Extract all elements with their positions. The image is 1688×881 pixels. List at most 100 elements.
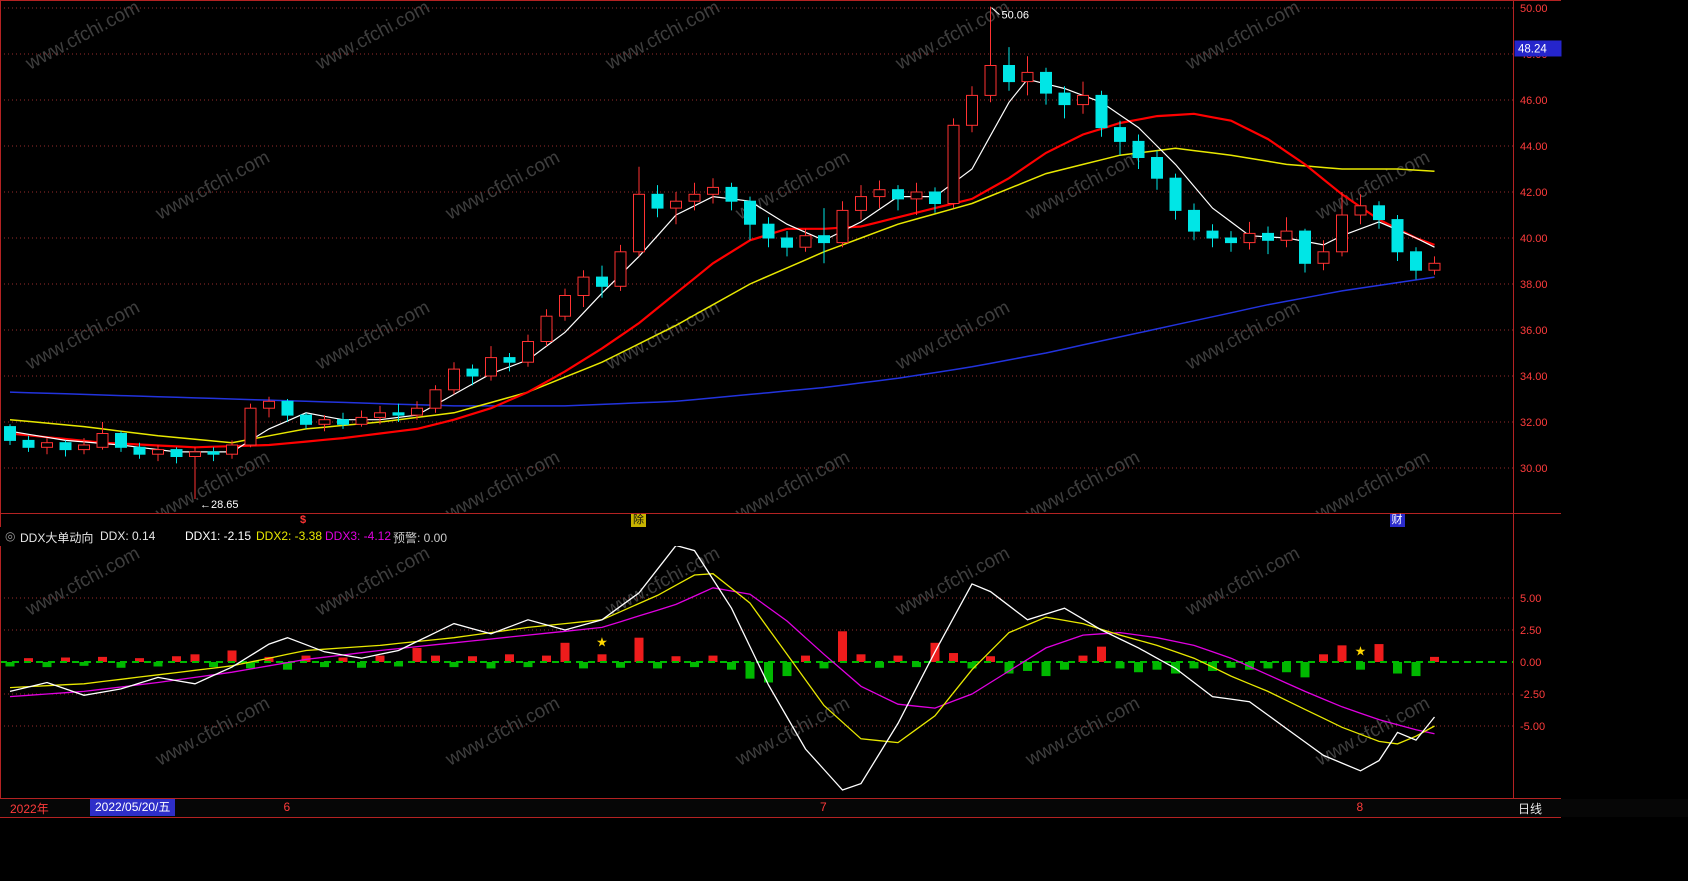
candle-body[interactable]	[633, 193, 645, 253]
indicator-name[interactable]: DDX大单动向	[20, 531, 94, 545]
candle-body[interactable]	[762, 223, 775, 239]
candle-body[interactable]	[744, 200, 756, 225]
ddx-bar	[153, 662, 163, 667]
candle-body[interactable]	[1003, 65, 1015, 83]
candle-body[interactable]	[244, 407, 257, 446]
low-annotation: ←28.65	[200, 499, 239, 511]
candle-body[interactable]	[892, 189, 904, 200]
candle-body[interactable]	[1428, 262, 1441, 271]
alert-value: 预警: 0.00	[393, 531, 448, 545]
candle-body[interactable]	[781, 237, 793, 248]
candle-body[interactable]	[1354, 205, 1367, 216]
candle-body[interactable]	[929, 191, 941, 204]
candle-body[interactable]	[78, 444, 90, 451]
candle-body[interactable]	[1317, 251, 1330, 264]
candle-body[interactable]	[725, 186, 738, 202]
candle-body[interactable]	[485, 357, 497, 377]
ddx-axis-label: 0.00	[1520, 657, 1541, 669]
candle-body[interactable]	[1114, 127, 1126, 142]
ddx2-value: DDX2: -3.38	[256, 529, 323, 543]
candle-body[interactable]	[41, 442, 53, 448]
ddx-bar	[1004, 662, 1014, 674]
candle-body[interactable]	[226, 444, 238, 455]
selected-date[interactable]: 2022/05/20/五	[90, 799, 176, 816]
candle-body[interactable]	[1262, 232, 1274, 241]
candle-body[interactable]	[1391, 219, 1404, 253]
ddx-bar	[616, 662, 625, 668]
candle-body[interactable]	[1336, 214, 1348, 253]
watermark-text: www.cfchi.com	[442, 147, 564, 225]
dividend-marker[interactable]: $	[300, 514, 307, 526]
candle-body[interactable]	[1169, 177, 1182, 211]
ddx-bar	[5, 662, 15, 667]
ex-rights-marker[interactable]: 除	[631, 514, 646, 527]
ddx-bar	[135, 658, 144, 662]
candle-body[interactable]	[189, 451, 201, 457]
main-candlestick-chart[interactable]: www.cfchi.com www.cfchi.com www.cfchi.com w…	[0, 0, 1688, 514]
candle-body[interactable]	[1206, 230, 1219, 239]
candle-body[interactable]	[392, 412, 405, 416]
candle-body[interactable]	[503, 357, 516, 363]
candle-body[interactable]	[873, 189, 886, 198]
candle-body[interactable]	[1188, 209, 1200, 232]
candle-body[interactable]	[799, 235, 812, 248]
candle-body[interactable]	[707, 186, 719, 195]
candle-body[interactable]	[115, 433, 127, 448]
candle-body[interactable]	[263, 400, 275, 409]
candle-body[interactable]	[1410, 251, 1422, 271]
candle-body[interactable]	[281, 400, 294, 416]
candle-body[interactable]	[448, 368, 460, 391]
candle-body[interactable]	[1225, 237, 1237, 244]
candle-body[interactable]	[4, 426, 16, 441]
candle-body[interactable]	[910, 191, 923, 200]
candle-body[interactable]	[1280, 230, 1293, 241]
candle-body[interactable]	[1040, 71, 1052, 94]
candle-body[interactable]	[836, 209, 849, 244]
candle-body[interactable]	[152, 449, 164, 455]
candle-body[interactable]	[207, 451, 220, 455]
candle-body[interactable]	[670, 200, 682, 209]
candle-body[interactable]	[688, 193, 701, 202]
candle-body[interactable]	[1095, 94, 1108, 129]
candle-body[interactable]	[318, 419, 331, 425]
candle-body[interactable]	[984, 65, 997, 96]
candle-body[interactable]	[1151, 157, 1163, 179]
candle-body[interactable]	[1021, 71, 1034, 83]
financial-report-marker[interactable]: 财	[1389, 514, 1405, 527]
candle-body[interactable]	[466, 368, 479, 377]
candle-body[interactable]	[522, 341, 534, 363]
ddx-indicator-chart[interactable]: www.cfchi.com www.cfchi.com www.cfchi.com w…	[0, 546, 1688, 798]
candle-body[interactable]	[170, 449, 183, 458]
candle-body[interactable]	[1373, 205, 1385, 221]
candle-body[interactable]	[411, 407, 423, 416]
candle-body[interactable]	[947, 124, 960, 204]
candle-body[interactable]	[596, 276, 608, 287]
candle-body[interactable]	[818, 235, 830, 244]
candle-body[interactable]	[651, 193, 664, 209]
candle-body[interactable]	[966, 94, 978, 126]
candle-body[interactable]	[614, 251, 627, 287]
candle-body[interactable]	[1132, 140, 1145, 158]
candle-body[interactable]	[355, 416, 368, 425]
candle-body[interactable]	[96, 433, 109, 448]
candle-body[interactable]	[1077, 94, 1089, 106]
latest-price-badge	[1514, 40, 1562, 57]
ddx-bar	[949, 653, 958, 662]
candle-body[interactable]	[337, 419, 349, 425]
candle-body[interactable]	[1299, 230, 1311, 264]
candle-body[interactable]	[429, 389, 442, 409]
candle-body[interactable]	[300, 414, 312, 425]
candle-body[interactable]	[22, 439, 35, 448]
candle-body[interactable]	[133, 446, 146, 455]
candle-body[interactable]	[374, 412, 386, 418]
candle-body[interactable]	[1243, 232, 1256, 244]
candle-body[interactable]	[1058, 92, 1071, 106]
candle-body[interactable]	[855, 196, 867, 211]
candle-body[interactable]	[577, 276, 590, 297]
period-selector[interactable]: 日线	[1518, 802, 1543, 816]
candle-body[interactable]	[59, 442, 72, 451]
candle-body[interactable]	[540, 315, 553, 343]
ddx-bar	[708, 655, 718, 662]
candle-body[interactable]	[559, 295, 571, 317]
watermark-text: www.cfchi.com	[732, 693, 854, 771]
